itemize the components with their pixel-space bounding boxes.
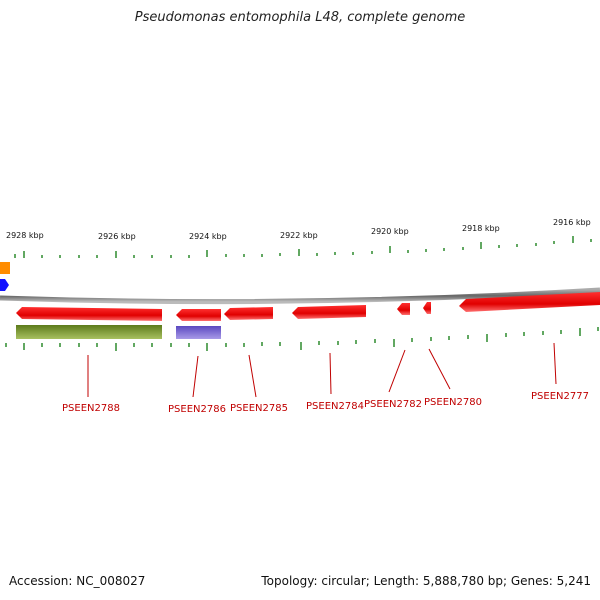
gene-bar-pseen2788[interactable] xyxy=(16,325,162,339)
scale-label: 2922 kbp xyxy=(280,231,318,240)
gene-label-pseen2785[interactable]: PSEEN2785 xyxy=(230,403,288,414)
gene-bar-pseen2786[interactable] xyxy=(176,326,221,339)
partial-gene-blue[interactable] xyxy=(0,279,9,291)
upper-tick-track xyxy=(14,236,592,258)
scale-label: 2920 kbp xyxy=(371,227,409,236)
gene-label-pseen2788[interactable]: PSEEN2788 xyxy=(62,403,120,414)
gene-arrow-pseen2777[interactable] xyxy=(459,292,600,312)
gene-label-pseen2786[interactable]: PSEEN2786 xyxy=(168,404,226,415)
scale-label: 2926 kbp xyxy=(98,232,136,241)
genome-summary-text: Topology: circular; Length: 5,888,780 bp… xyxy=(261,574,591,588)
gene-arrow-pseen2782[interactable] xyxy=(397,303,410,315)
genome-backbone xyxy=(0,287,600,305)
accession-text: Accession: NC_008027 xyxy=(9,574,146,588)
gene-arrow-pseen2785[interactable] xyxy=(224,307,273,320)
gene-label-pseen2782[interactable]: PSEEN2782 xyxy=(364,399,422,410)
label-leader-lines xyxy=(87,342,557,398)
gene-arrow-pseen2786[interactable] xyxy=(176,309,221,321)
scale-label: 2924 kbp xyxy=(189,232,227,241)
gene-arrow-pseen2780[interactable] xyxy=(423,302,431,314)
forward-strand-genes xyxy=(16,292,600,321)
gene-label-pseen2784[interactable]: PSEEN2784 xyxy=(306,401,364,412)
gene-label-pseen2780[interactable]: PSEEN2780 xyxy=(424,397,482,408)
lower-tick-track xyxy=(5,327,599,351)
genome-title: Pseudomonas entomophila L48, complete ge… xyxy=(134,10,466,25)
partial-gene-orange[interactable] xyxy=(0,262,10,274)
gene-arrow-pseen2788[interactable] xyxy=(16,307,162,321)
scale-label: 2918 kbp xyxy=(462,224,500,233)
gene-label-pseen2777[interactable]: PSEEN2777 xyxy=(531,391,589,402)
scale-label: 2916 kbp xyxy=(553,218,591,227)
scale-label: 2928 kbp xyxy=(6,231,44,240)
gene-arrow-pseen2784[interactable] xyxy=(292,305,366,319)
